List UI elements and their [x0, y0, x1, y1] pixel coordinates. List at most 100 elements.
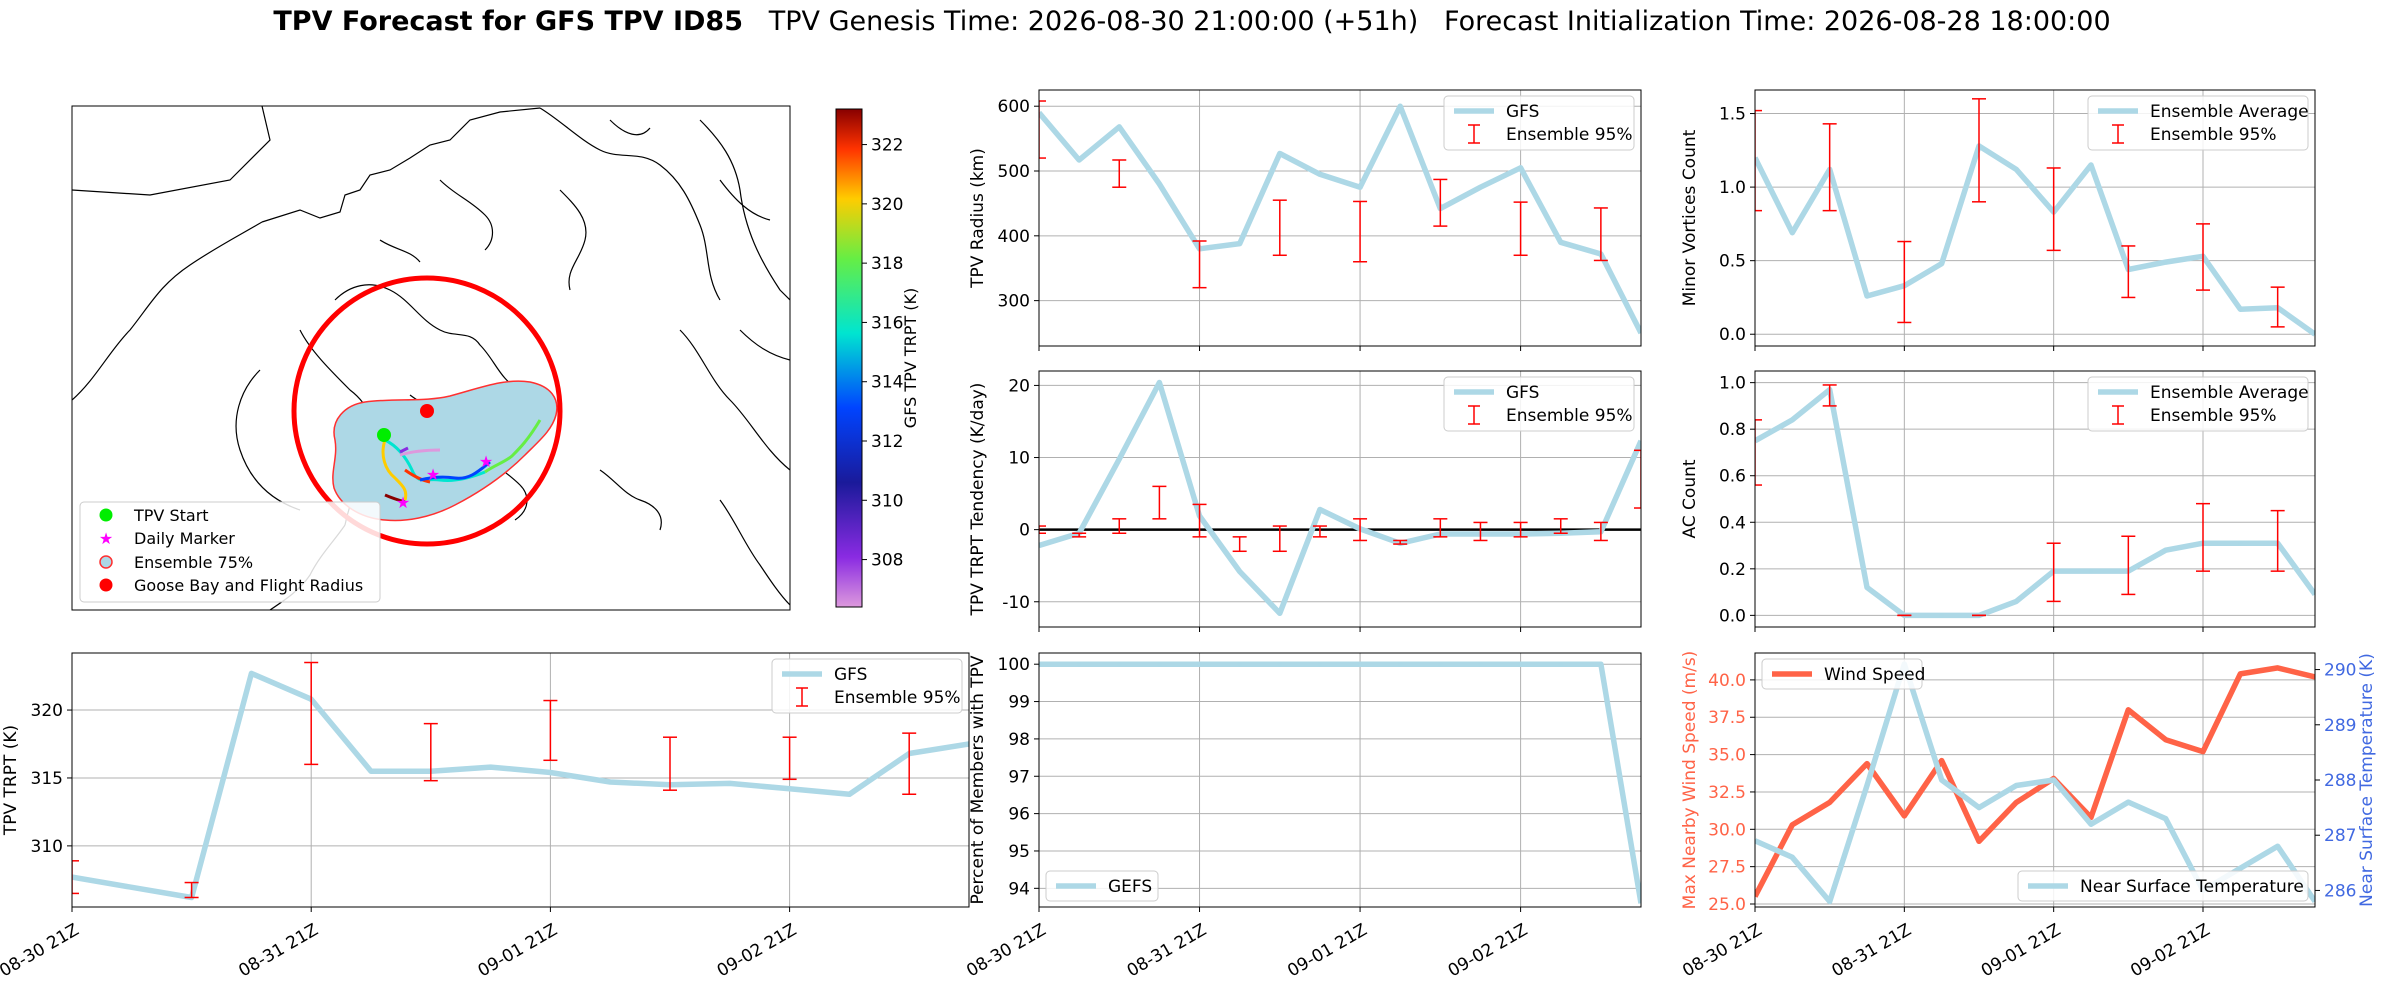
y-axis-label: Minor Vortices Count [1680, 129, 1700, 306]
y-tick-label: 600 [998, 97, 1030, 117]
legend-label: Ensemble 95% [2150, 125, 2277, 145]
data-point [1077, 662, 1082, 667]
figure-title-bold: TPV Forecast for GFS TPV ID85 [273, 6, 743, 37]
legend-label: GFS [834, 665, 867, 685]
y-tick-label: 32.5 [1708, 783, 1746, 803]
y-tick-label: 98 [1008, 730, 1030, 750]
y-tick-label: 320 [31, 701, 63, 721]
tpv-tracks [381, 419, 542, 504]
data-point [2238, 307, 2243, 312]
data-point [2014, 599, 2019, 604]
colorbar-tick-label: 312 [871, 432, 903, 452]
data-point [1558, 662, 1563, 667]
data-point [1398, 662, 1403, 667]
plot-area [1039, 379, 1641, 617]
y-tick-label: 0.8 [1719, 420, 1746, 440]
daily-marker-3: ★ [396, 493, 410, 512]
colorbar [835, 108, 863, 608]
data-point [2014, 167, 2019, 172]
y-tick-label: 94 [1008, 879, 1030, 899]
y-tick-label: 27.5 [1708, 858, 1746, 878]
series-line-gfs [1039, 103, 1641, 335]
plot-area [1039, 661, 1641, 904]
data-point [1939, 778, 1944, 783]
y-tick-label: 1.0 [1719, 178, 1746, 198]
y-tick-label: 1.5 [1719, 105, 1746, 125]
y-right-tick-label: 286 [2324, 881, 2356, 901]
y-tick-label: 25.0 [1708, 895, 1746, 915]
data-point [1117, 457, 1122, 462]
data-point [2163, 816, 2168, 821]
legend-frame [1761, 658, 1923, 690]
chart-legend: GFS Ensemble 95% [1443, 376, 1635, 432]
data-point [1598, 662, 1603, 667]
axes-frame [1038, 370, 1642, 628]
data-point [2126, 800, 2131, 805]
figure-title: TPV Forecast for GFS TPV ID85 TPV Genesi… [0, 6, 2384, 37]
figure-title-rest: TPV Genesis Time: 2026-08-30 21:00:00 (+… [768, 6, 2111, 37]
data-point [1077, 158, 1082, 163]
y-tick-label: 97 [1008, 767, 1030, 787]
data-point [1318, 507, 1323, 512]
data-point [2014, 800, 2019, 805]
chart-legend: GEFS [1045, 870, 1159, 902]
map-legend: ★ TPV Start Daily Marker Ensemble 75% Go… [79, 501, 381, 603]
colorbar-tick-label: 310 [871, 491, 903, 511]
legend-frame [1045, 870, 1159, 902]
plot-area [1039, 100, 1641, 335]
x-tick-label: 09-01 21Z [475, 920, 561, 981]
data-point [847, 792, 852, 797]
y-tick-label: 0.0 [1719, 606, 1746, 626]
data-point [1358, 185, 1363, 190]
y-tick-label: 0.2 [1719, 560, 1746, 580]
data-point [2163, 548, 2168, 553]
data-point [1827, 899, 1832, 904]
data-point [1438, 662, 1443, 667]
colorbar-tick-label: 322 [871, 136, 903, 156]
data-point [1865, 761, 1870, 766]
data-point [2089, 569, 2094, 574]
legend-label: GEFS [1108, 877, 1152, 897]
legend-label: GFS [1506, 102, 1539, 122]
y-tick-label: 20 [1008, 376, 1030, 396]
chart-tpv_trpt: 310 315 320 TPV TRPT (K) 08-30 21Z 08-31 21Z 0… [0, 652, 970, 981]
chart-radius: 300 400 500 600 TPV Radius (km) GFS Ensemble 9… [968, 89, 1642, 351]
data-point [2014, 783, 2019, 788]
chart-legend: GFS Ensemble 95% [771, 658, 963, 714]
x-tick-label: 08-31 21Z [1829, 920, 1915, 981]
y-axis-label: TPV TRPT (K) [1, 725, 21, 836]
data-point [2089, 163, 2094, 168]
data-point [1237, 662, 1242, 667]
y-tick-label: 10 [1008, 449, 1030, 469]
y-axis-label: AC Count [1680, 459, 1700, 538]
data-point [1518, 662, 1523, 667]
data-point [1902, 813, 1907, 818]
y-tick-label: 0.6 [1719, 467, 1746, 487]
data-point [2201, 749, 2206, 754]
y-tick-label: 0.0 [1719, 325, 1746, 345]
chart-legend: GFS Ensemble 95% [1443, 95, 1635, 151]
map-legend-goose-bay: Goose Bay and Flight Radius [134, 576, 363, 595]
chart-trpt_tendency: -10 0 10 20 TPV TRPT Tendency (K/day) GFS Ense… [968, 370, 1642, 632]
legend-label: Near Surface Temperature [2080, 877, 2304, 897]
plot-area [72, 661, 969, 901]
flight-radius-circle [291, 275, 563, 547]
data-point [2089, 822, 2094, 827]
y-axis-label: TPV TRPT Tendency (K/day) [968, 383, 988, 617]
legend-label: Ensemble 95% [2150, 406, 2277, 426]
errorbar-series [1755, 384, 2285, 617]
data-point [1237, 569, 1242, 574]
data-point [1277, 611, 1282, 616]
data-point [1478, 662, 1483, 667]
plot-area [1755, 384, 2315, 619]
y-right-tick-label: 289 [2324, 716, 2356, 736]
y-right-tick-label: 290 [2324, 661, 2356, 681]
data-point [1939, 261, 1944, 266]
chart-minor_vortices: 0.0 0.5 1.0 1.5 Minor Vortices Count Ensemble… [1680, 89, 2316, 351]
chart-legend: Wind Speed Near Surface Temperature [1761, 658, 2309, 902]
data-point [548, 770, 553, 775]
colorbar-tick-label: 316 [871, 313, 903, 333]
x-tick-label: 08-30 21Z [963, 920, 1049, 981]
data-point [727, 781, 732, 786]
map-legend-start: TPV Start [133, 506, 209, 525]
